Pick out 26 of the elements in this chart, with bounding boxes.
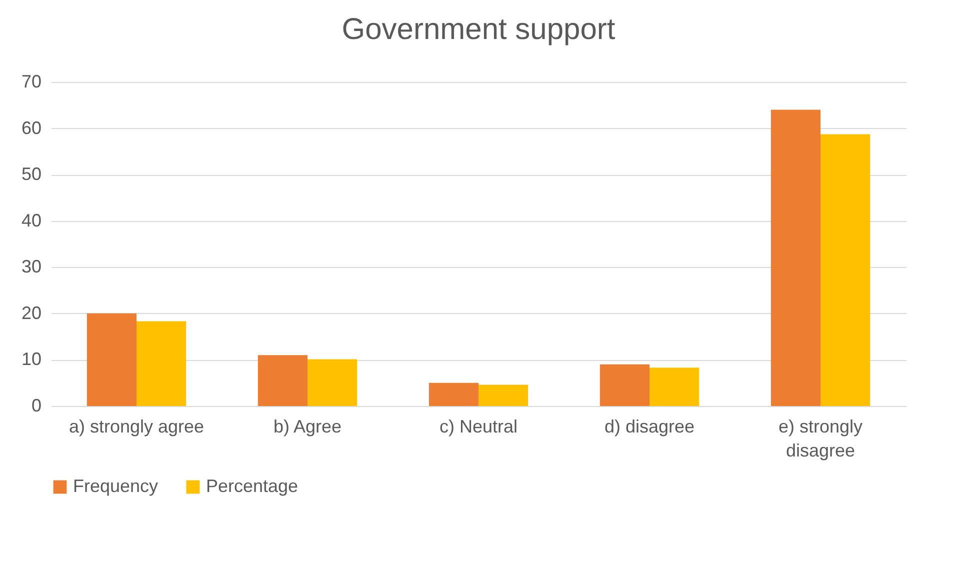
legend-label: Percentage [206,476,298,496]
y-tick-label: 60 [21,118,42,138]
y-tick-label: 30 [21,256,42,277]
x-tick-label: d) disagree [604,416,695,436]
bar [258,355,308,406]
bar [308,359,358,406]
y-tick-label: 40 [21,210,42,230]
bar [478,384,528,406]
bar [136,321,186,406]
y-tick-label: 50 [21,164,42,184]
x-tick-label: e) strongly disagree [778,416,863,460]
y-tick-label: 10 [21,349,42,370]
x-tick-label: c) Neutral [439,416,518,436]
bar [600,364,650,406]
bar [86,313,136,406]
bar [770,110,820,406]
x-tick-label: b) Agree [273,416,342,436]
chart-title: Government support [342,13,616,46]
y-tick-label: 0 [31,396,42,416]
bar [820,134,870,406]
bar [650,368,700,406]
y-tick-label: 70 [21,72,42,92]
bar [428,382,478,406]
x-tick-label: a) strongly agree [68,416,204,436]
legend-label: Frequency [73,476,158,496]
y-tick-label: 20 [21,302,42,323]
